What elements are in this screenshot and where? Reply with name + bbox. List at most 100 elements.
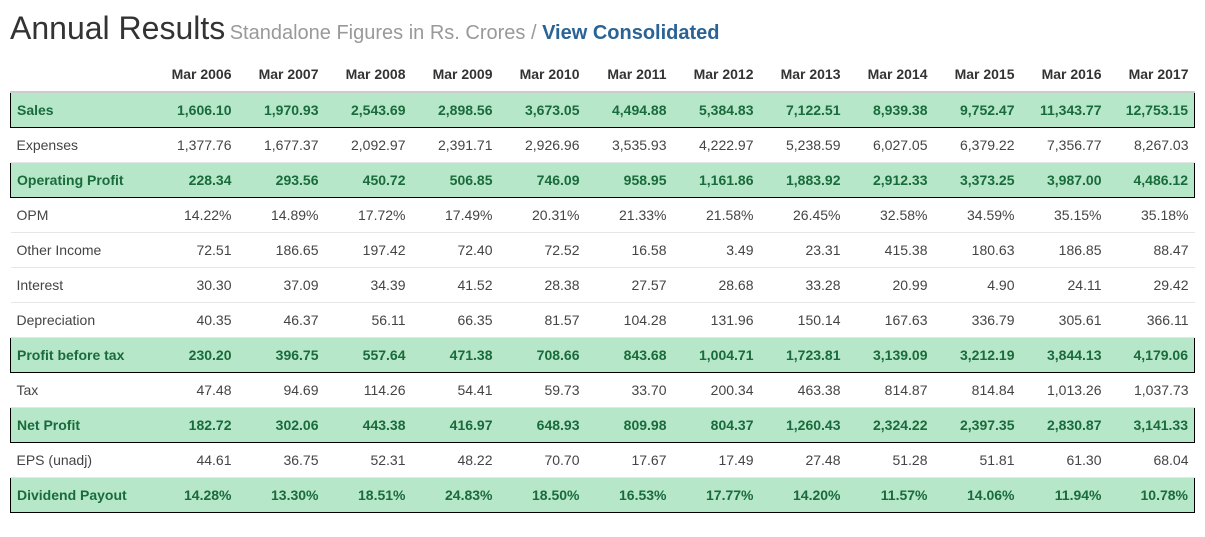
cell-value: 131.96 <box>673 303 760 338</box>
cell-value: 66.35 <box>412 303 499 338</box>
cell-value: 958.95 <box>586 163 673 198</box>
cell-value: 114.26 <box>325 373 412 408</box>
cell-value: 1,260.43 <box>760 408 847 443</box>
col-header: Mar 2016 <box>1021 57 1108 92</box>
cell-value: 2,391.71 <box>412 128 499 163</box>
col-header: Mar 2017 <box>1108 57 1195 92</box>
cell-value: 708.66 <box>499 338 586 373</box>
cell-value: 3,139.09 <box>847 338 934 373</box>
cell-value: 52.31 <box>325 443 412 478</box>
col-header: Mar 2012 <box>673 57 760 92</box>
cell-value: 1,004.71 <box>673 338 760 373</box>
cell-value: 6,027.05 <box>847 128 934 163</box>
row-label: Net Profit <box>11 408 151 443</box>
cell-value: 59.73 <box>499 373 586 408</box>
cell-value: 44.61 <box>151 443 238 478</box>
cell-value: 4,486.12 <box>1108 163 1195 198</box>
cell-value: 7,122.51 <box>760 92 847 128</box>
cell-value: 230.20 <box>151 338 238 373</box>
cell-value: 21.33% <box>586 198 673 233</box>
cell-value: 17.72% <box>325 198 412 233</box>
cell-value: 648.93 <box>499 408 586 443</box>
cell-value: 17.77% <box>673 478 760 513</box>
table-row: Operating Profit228.34293.56450.72506.85… <box>11 163 1195 198</box>
cell-value: 396.75 <box>238 338 325 373</box>
cell-value: 415.38 <box>847 233 934 268</box>
cell-value: 228.34 <box>151 163 238 198</box>
cell-value: 11.57% <box>847 478 934 513</box>
cell-value: 804.37 <box>673 408 760 443</box>
cell-value: 2,092.97 <box>325 128 412 163</box>
cell-value: 450.72 <box>325 163 412 198</box>
cell-value: 61.30 <box>1021 443 1108 478</box>
cell-value: 1,883.92 <box>760 163 847 198</box>
cell-value: 28.68 <box>673 268 760 303</box>
cell-value: 70.70 <box>499 443 586 478</box>
cell-value: 36.75 <box>238 443 325 478</box>
cell-value: 3,673.05 <box>499 92 586 128</box>
cell-value: 51.28 <box>847 443 934 478</box>
cell-value: 12,753.15 <box>1108 92 1195 128</box>
row-label: OPM <box>11 198 151 233</box>
cell-value: 186.85 <box>1021 233 1108 268</box>
cell-value: 746.09 <box>499 163 586 198</box>
cell-value: 3,141.33 <box>1108 408 1195 443</box>
cell-value: 13.30% <box>238 478 325 513</box>
cell-value: 68.04 <box>1108 443 1195 478</box>
view-consolidated-link[interactable]: View Consolidated <box>542 22 719 44</box>
cell-value: 26.45% <box>760 198 847 233</box>
col-header: Mar 2010 <box>499 57 586 92</box>
cell-value: 14.22% <box>151 198 238 233</box>
cell-value: 3,535.93 <box>586 128 673 163</box>
cell-value: 35.15% <box>1021 198 1108 233</box>
cell-value: 186.65 <box>238 233 325 268</box>
cell-value: 302.06 <box>238 408 325 443</box>
col-header: Mar 2007 <box>238 57 325 92</box>
cell-value: 200.34 <box>673 373 760 408</box>
cell-value: 94.69 <box>238 373 325 408</box>
cell-value: 7,356.77 <box>1021 128 1108 163</box>
cell-value: 4,222.97 <box>673 128 760 163</box>
row-label: Interest <box>11 268 151 303</box>
cell-value: 14.20% <box>760 478 847 513</box>
cell-value: 40.35 <box>151 303 238 338</box>
cell-value: 2,830.87 <box>1021 408 1108 443</box>
cell-value: 51.81 <box>934 443 1021 478</box>
cell-value: 24.11 <box>1021 268 1108 303</box>
cell-value: 72.40 <box>412 233 499 268</box>
cell-value: 46.37 <box>238 303 325 338</box>
cell-value: 16.53% <box>586 478 673 513</box>
cell-value: 33.28 <box>760 268 847 303</box>
table-row: Sales1,606.101,970.932,543.692,898.563,6… <box>11 92 1195 128</box>
cell-value: 1,970.93 <box>238 92 325 128</box>
col-header: Mar 2009 <box>412 57 499 92</box>
cell-value: 843.68 <box>586 338 673 373</box>
cell-value: 2,543.69 <box>325 92 412 128</box>
cell-value: 2,397.35 <box>934 408 1021 443</box>
cell-value: 14.28% <box>151 478 238 513</box>
cell-value: 2,324.22 <box>847 408 934 443</box>
cell-value: 150.14 <box>760 303 847 338</box>
cell-value: 366.11 <box>1108 303 1195 338</box>
cell-value: 814.87 <box>847 373 934 408</box>
col-header: Mar 2013 <box>760 57 847 92</box>
cell-value: 21.58% <box>673 198 760 233</box>
cell-value: 1,677.37 <box>238 128 325 163</box>
row-label: Profit before tax <box>11 338 151 373</box>
cell-value: 336.79 <box>934 303 1021 338</box>
cell-value: 17.67 <box>586 443 673 478</box>
cell-value: 20.31% <box>499 198 586 233</box>
cell-value: 3,373.25 <box>934 163 1021 198</box>
cell-value: 182.72 <box>151 408 238 443</box>
cell-value: 197.42 <box>325 233 412 268</box>
cell-value: 10.78% <box>1108 478 1195 513</box>
cell-value: 72.51 <box>151 233 238 268</box>
cell-value: 37.09 <box>238 268 325 303</box>
cell-value: 88.47 <box>1108 233 1195 268</box>
cell-value: 16.58 <box>586 233 673 268</box>
table-row: Depreciation40.3546.3756.1166.3581.57104… <box>11 303 1195 338</box>
table-row: Net Profit182.72302.06443.38416.97648.93… <box>11 408 1195 443</box>
cell-value: 463.38 <box>760 373 847 408</box>
cell-value: 1,606.10 <box>151 92 238 128</box>
cell-value: 3.49 <box>673 233 760 268</box>
